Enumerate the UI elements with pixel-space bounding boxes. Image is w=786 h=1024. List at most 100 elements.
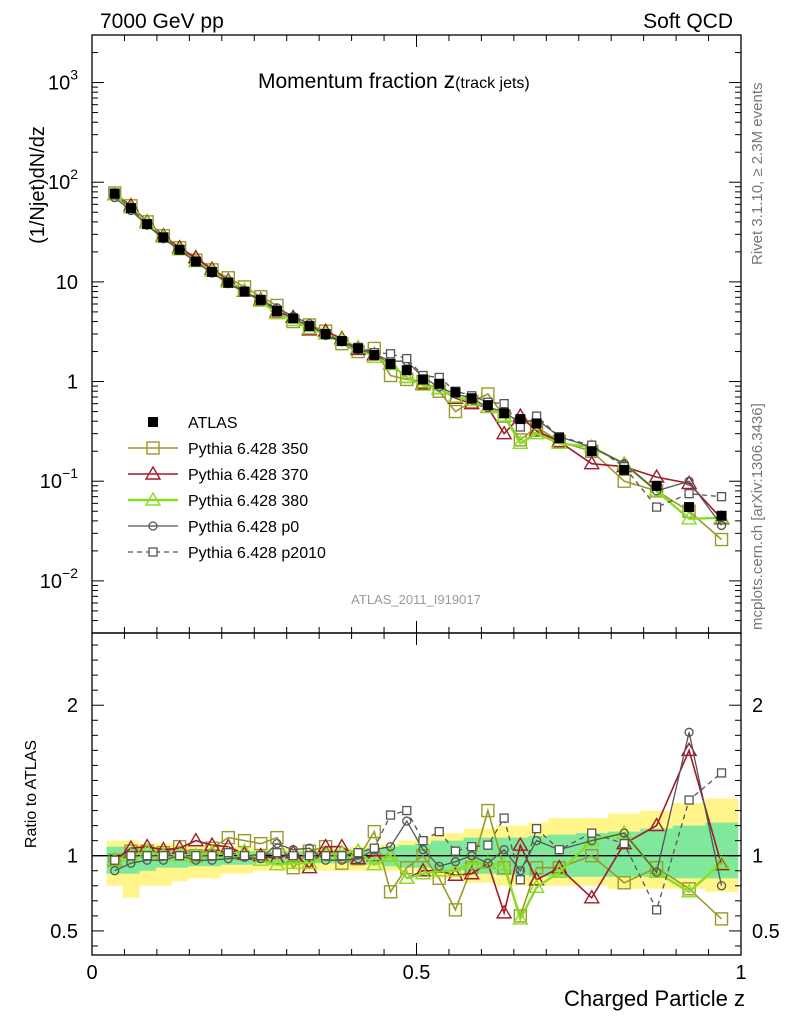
ratio-y-tick-label-right: 0.5 [752,921,780,943]
ratio-point [619,839,629,849]
data-point [402,353,412,364]
data-point [531,418,542,429]
ratio-point [450,857,461,867]
data-point [651,480,662,491]
data-point [651,502,662,512]
plot-title: Momentum fraction z(track jets) [258,67,530,93]
data-point [684,476,694,486]
ratio-point [414,862,432,877]
series-pythia-6-428-350 [108,186,729,547]
rivet-label: Rivet 3.1.10, ≥ 2.3M events [749,83,766,266]
tick-exp: 2 [70,166,78,182]
ratio-point [680,883,698,898]
ratio-point [284,854,302,869]
main-series-group [106,186,730,547]
series-atlas [109,188,727,521]
data-point [680,510,698,525]
data-point [271,306,282,317]
legend-marker [148,417,158,427]
data-point [398,369,415,384]
main-x-ticks [91,35,742,633]
ratio-point [158,851,169,861]
data-point [448,404,463,419]
ratio-y-tick-label-right: 2 [752,695,763,717]
data-point [369,349,380,360]
legend-entry-pythia-6-428-350: Pythia 6.428 350 [128,441,308,458]
ratio-point [447,866,464,881]
legend-entry-pythia-6-428-370: Pythia 6.428 370 [128,465,308,484]
x-tick-label: 0 [86,962,97,984]
tick-exp: −1 [62,465,78,481]
data-point [515,422,525,432]
ratio-point [483,840,493,850]
legend-marker [144,491,162,506]
data-point [512,434,529,450]
ratio-point [448,903,463,917]
ratio-point [414,865,432,880]
ratio-point [382,847,399,862]
data-point [223,277,234,288]
data-point [385,349,396,359]
ratio-point [110,866,120,876]
ratio-point [385,842,396,852]
ratio-point [337,851,347,861]
ratio-point [418,835,428,846]
ratio-point [430,862,448,877]
data-point [239,286,250,297]
ratio-point [684,727,694,737]
ratio-point [651,905,662,915]
data-point [528,425,545,440]
ratio-point [583,889,600,904]
ratio-point [499,845,509,855]
ratio-point [495,904,513,919]
data-point [401,365,412,376]
data-point [515,414,526,425]
ratio-point [367,824,382,839]
ratio-point [402,805,412,816]
ratio-y-tick-label: 1 [67,846,78,868]
series-pythia-6-428-p2010 [110,190,727,512]
legend-label: Pythia 6.428 p2010 [188,545,326,562]
data-point [336,336,347,347]
ratio-point [223,848,233,858]
ratio-point [268,856,286,871]
data-point [499,399,509,409]
data-point [499,408,510,419]
data-point [684,489,694,499]
legend-marker [144,465,162,480]
ratio-point [528,878,545,893]
legend: ATLAS Pythia 6.428 350 Pythia 6.428 370 Pyt… [128,415,326,562]
header-energy: 7000 GeV pp [100,10,224,33]
ratio-point [142,851,152,861]
ratio-y-tick-label: 2 [67,695,78,717]
ratio-point [513,909,528,923]
ratio-point [369,843,379,853]
ratio-point [434,826,444,837]
ratio-point [320,851,331,861]
tick-base: 10 [48,172,70,194]
data-point [466,393,477,404]
data-point [586,446,597,457]
main-y-tick-label: 102 [48,166,78,194]
main-y-tick-label: 103 [48,67,78,95]
band-inner [672,825,706,879]
ratio-point [716,768,727,778]
legend-label: Pythia 6.428 380 [188,493,308,510]
watermark: ATLAS_2011_I919017 [351,592,481,607]
ratio-point [551,863,568,878]
legend-marker [148,521,158,531]
ratio-point [187,832,205,847]
tick-base: 10 [40,571,62,593]
plot-title-sub: (track jets) [455,75,530,92]
data-point [583,455,600,470]
data-point [554,433,565,444]
ratio-point [499,813,509,823]
ratio-point [366,847,383,862]
ratio-point [714,912,729,926]
ratio-point [463,854,480,869]
x-tick-label: 0.5 [403,962,431,984]
ratio-point [447,862,464,877]
data-point [716,492,727,502]
ratio-point [450,846,461,856]
